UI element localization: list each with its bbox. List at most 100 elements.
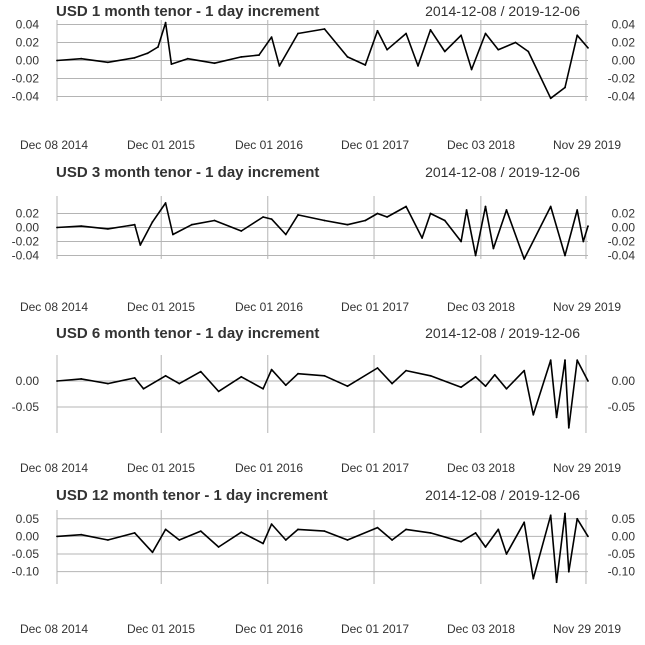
data-point <box>429 532 432 534</box>
y-tick-label-right: 0.04 <box>612 18 636 32</box>
data-point <box>505 387 508 390</box>
data-point <box>297 372 299 375</box>
x-tick-label: Dec 01 2017 <box>341 138 409 152</box>
y-tick-label-left: 0.05 <box>16 512 40 526</box>
data-point <box>297 214 299 216</box>
data-point <box>151 551 154 554</box>
data-point <box>523 521 526 524</box>
data-point <box>421 237 423 239</box>
chart-panel-2: -0.04 -0.04-0.02 -0.020.00 0.000.02 0.02Dec … <box>12 164 636 314</box>
x-tick-label: Dec 03 2018 <box>447 461 515 475</box>
data-point <box>346 223 349 226</box>
data-point <box>564 512 566 515</box>
data-point <box>429 212 432 215</box>
data-point <box>80 225 83 228</box>
y-tick-label-left: 0.00 <box>16 54 40 68</box>
series-line <box>56 202 589 260</box>
data-point <box>346 385 349 388</box>
data-point <box>217 546 220 548</box>
data-point <box>297 528 299 531</box>
x-tick-label: Nov 29 2019 <box>553 622 621 636</box>
data-point <box>549 514 552 517</box>
data-point <box>346 539 349 541</box>
data-point <box>405 32 407 35</box>
date-range-label: 2014-12-08 / 2019-12-06 <box>425 164 580 180</box>
x-tick-label: Dec 01 2016 <box>235 461 303 475</box>
data-point <box>217 390 220 393</box>
chart-title: USD 3 month tenor - 1 day increment <box>56 164 319 181</box>
x-tick-label: Dec 08 2014 <box>20 138 88 152</box>
data-point <box>587 380 589 382</box>
y-tick-label-right: -0.05 <box>608 400 636 414</box>
y-tick-label-right: -0.02 <box>608 235 636 249</box>
data-point <box>587 535 589 538</box>
x-tick-label: Dec 08 2014 <box>20 300 88 314</box>
data-point <box>493 373 496 376</box>
data-point <box>429 374 432 377</box>
data-point <box>178 382 181 385</box>
y-tick-label-left: -0.02 <box>12 72 40 86</box>
data-point <box>376 367 379 369</box>
data-point <box>364 64 367 66</box>
data-point <box>564 86 566 89</box>
y-tick-label-left: 0.00 <box>16 529 40 543</box>
data-point <box>567 426 570 429</box>
data-point <box>364 219 367 222</box>
data-point <box>523 369 526 372</box>
y-tick-label-right: 0.00 <box>612 374 636 388</box>
data-point <box>142 387 145 390</box>
series-line <box>56 359 589 429</box>
data-point <box>56 380 58 382</box>
data-point <box>213 219 216 222</box>
data-point <box>376 526 379 529</box>
data-point <box>376 212 379 215</box>
chart-panel-4: -0.10 -0.10 -0.05 -0.05 0.00 0.00 0.05 0.05 Dec … <box>12 487 636 636</box>
data-point <box>443 219 446 222</box>
data-point <box>497 528 500 531</box>
date-range-label: 2014-12-08 / 2019-12-06 <box>425 3 580 19</box>
x-tick-label: Dec 01 2015 <box>127 138 195 152</box>
data-point <box>405 528 407 531</box>
data-point <box>474 254 477 257</box>
data-point <box>262 542 264 545</box>
data-point <box>497 48 500 51</box>
data-point <box>270 368 273 371</box>
data-point <box>297 32 299 35</box>
data-point <box>164 374 167 377</box>
data-point <box>391 382 393 385</box>
data-point <box>178 539 181 541</box>
data-point <box>190 223 193 226</box>
x-tick-label: Dec 01 2016 <box>235 300 303 314</box>
data-point <box>405 369 407 372</box>
data-point <box>429 29 432 31</box>
y-tick-label-right: -0.04 <box>608 90 636 104</box>
data-point <box>505 209 508 211</box>
data-point <box>587 225 589 228</box>
y-tick-label-left: 0.04 <box>16 18 40 32</box>
data-point <box>270 218 273 221</box>
data-point <box>151 221 154 223</box>
data-point <box>133 377 136 379</box>
data-point <box>443 50 446 53</box>
data-point <box>474 375 477 378</box>
y-tick-label-right: -0.02 <box>608 72 636 86</box>
data-point <box>582 240 585 243</box>
data-point <box>172 233 174 236</box>
data-point <box>405 205 407 208</box>
y-tick-label-left: 0.00 <box>16 374 40 388</box>
y-tick-label-left: 0.02 <box>16 36 40 50</box>
chart-title: USD 12 month tenor - 1 day increment <box>56 487 328 504</box>
data-point <box>346 56 349 58</box>
data-point <box>564 254 566 257</box>
x-tick-label: Dec 01 2017 <box>341 300 409 314</box>
data-point <box>240 375 243 378</box>
y-tick-label-left: -0.04 <box>12 249 40 263</box>
data-point <box>240 230 243 232</box>
data-point <box>470 68 473 71</box>
x-tick-label: Dec 03 2018 <box>447 622 515 636</box>
data-point <box>258 54 260 56</box>
data-point <box>391 539 393 541</box>
data-point <box>284 384 287 387</box>
chart-title: USD 1 month tenor - 1 day increment <box>56 3 319 20</box>
